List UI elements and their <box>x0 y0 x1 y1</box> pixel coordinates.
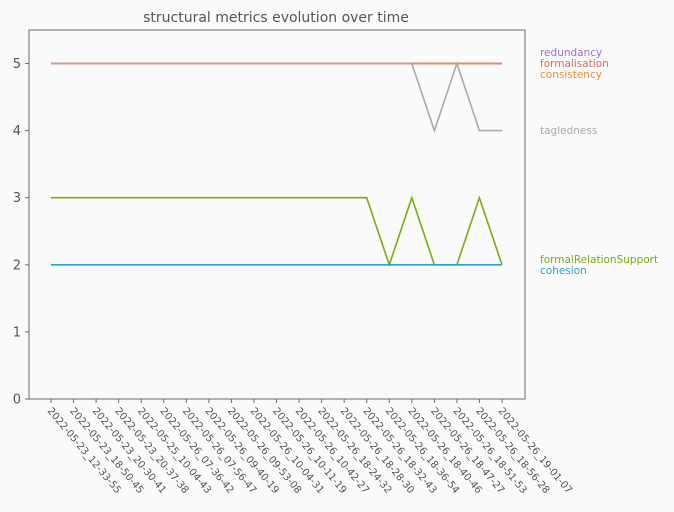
y-tick-label: 4 <box>13 124 21 139</box>
chart-title: structural metrics evolution over time <box>143 10 409 26</box>
series-lines <box>51 60 503 268</box>
legend-label-redundancy: redundancy <box>540 47 602 59</box>
legend-label-tagledness: tagledness <box>540 125 597 137</box>
legend-label-consistency: consistency <box>540 69 602 81</box>
plot-area-frame <box>28 29 526 400</box>
legend-label-formalisation: formalisation <box>540 58 609 70</box>
y-tick-label: 5 <box>13 57 21 72</box>
y-tick-label: 2 <box>13 258 21 273</box>
series-line-formalRelationSupport <box>51 195 503 268</box>
y-tick-label: 3 <box>13 191 21 206</box>
y-tick-label: 0 <box>13 393 21 408</box>
legend-label-formalRelationSupport: formalRelationSupport <box>540 254 658 266</box>
x-axis: 2022-05-23_12-33-552022-05-23_18-50-4520… <box>45 399 574 496</box>
y-tick-label: 1 <box>13 325 21 340</box>
series-line-tagledness <box>51 60 502 134</box>
legend-label-cohesion: cohesion <box>540 265 587 277</box>
y-axis: 0 1 2 3 4 5 <box>13 57 29 408</box>
